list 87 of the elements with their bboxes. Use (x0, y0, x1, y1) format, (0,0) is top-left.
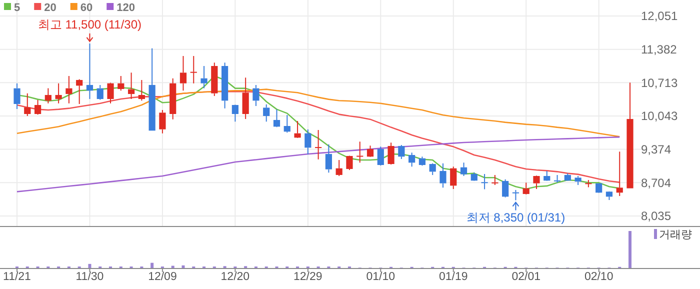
candlestick (574, 176, 582, 186)
x-tick-label: 01/19 (438, 271, 468, 283)
candlestick (512, 189, 520, 201)
candlestick (221, 62, 228, 109)
candlestick (616, 151, 623, 196)
candlestick (211, 62, 218, 96)
candlestick (606, 192, 613, 200)
y-tick-label: 10,043 (641, 109, 678, 124)
candlestick (398, 144, 405, 160)
candlestick (304, 128, 312, 155)
bar (88, 264, 92, 268)
y-tick-label: 8,035 (641, 209, 672, 224)
candlestick (366, 145, 374, 157)
candlestick (118, 76, 124, 92)
candlestick (180, 55, 187, 92)
candlestick (76, 80, 83, 104)
candlestick (596, 183, 602, 193)
candlestick (470, 172, 478, 181)
candlestick (200, 66, 208, 89)
candlestick (284, 114, 290, 134)
candlestick (377, 146, 384, 165)
candlestick (138, 79, 145, 102)
candlestick (159, 109, 166, 134)
candlestick (346, 156, 353, 170)
x-tick-label: 02/01 (512, 271, 540, 283)
candlestick (263, 104, 270, 122)
candlestick (418, 156, 426, 165)
candlestick (148, 48, 156, 131)
candlestick (294, 120, 301, 138)
candlestick (460, 162, 468, 176)
candlestick (273, 108, 280, 127)
candlestick (492, 174, 498, 186)
bar (182, 265, 185, 268)
candlestick (86, 42, 94, 100)
x-tick-label: 12/09 (148, 271, 177, 283)
annotation: 최고 11,500 (11/30) (38, 17, 142, 32)
candlestick (388, 142, 394, 164)
candlestick (14, 82, 20, 110)
candlestick (408, 152, 416, 168)
candlestick (544, 170, 550, 181)
y-tick-label: 8,704 (641, 176, 672, 190)
y-tick-label: 9,374 (641, 142, 672, 157)
x-tick-label: 11/21 (3, 271, 31, 283)
legend-label: 20 (44, 2, 56, 14)
candlestick (450, 166, 457, 190)
x-tick-label: 02/10 (584, 271, 614, 283)
candlestick (34, 100, 42, 114)
candlestick (325, 144, 332, 174)
candlestick (481, 173, 488, 190)
y-tick-label: 12,051 (641, 9, 678, 24)
candlestick (533, 176, 540, 190)
x-tick-label: 11/30 (76, 271, 104, 283)
candlestick (626, 82, 634, 188)
x-tick-label: 01/10 (366, 271, 396, 283)
candlestick (585, 179, 592, 188)
candlestick (252, 84, 260, 106)
candlestick (128, 72, 135, 100)
candlestick (170, 78, 176, 120)
annotation: 최저 8,350 (01/31) (466, 210, 566, 224)
bar (150, 262, 154, 268)
x-tick-label: 12/20 (220, 271, 250, 283)
candlestick (24, 92, 31, 116)
legend-label: 거래량 (659, 228, 692, 241)
candlestick (66, 76, 72, 104)
candlestick (190, 55, 197, 84)
bar (628, 231, 632, 268)
candlestick (502, 178, 509, 197)
candlestick (96, 84, 104, 100)
candlestick (336, 159, 342, 176)
candlestick (242, 77, 249, 120)
legend-label: 60 (80, 2, 93, 14)
legend-label: 120 (116, 2, 135, 14)
candlestick (356, 141, 364, 164)
legend-label: 5 (14, 2, 20, 14)
candlestick (315, 129, 322, 160)
candlestick (44, 88, 52, 104)
candlestick (440, 162, 446, 188)
y-tick-label: 11,382 (641, 42, 678, 57)
candlestick (522, 182, 530, 194)
candlestick (564, 172, 571, 181)
y-tick-label: 10,713 (641, 76, 678, 90)
candlestick (107, 83, 114, 104)
line-series (16, 136, 620, 192)
candlestick (232, 104, 238, 122)
candlestick (55, 82, 62, 104)
line-series (16, 88, 620, 138)
x-tick-label: 12/29 (294, 271, 322, 283)
